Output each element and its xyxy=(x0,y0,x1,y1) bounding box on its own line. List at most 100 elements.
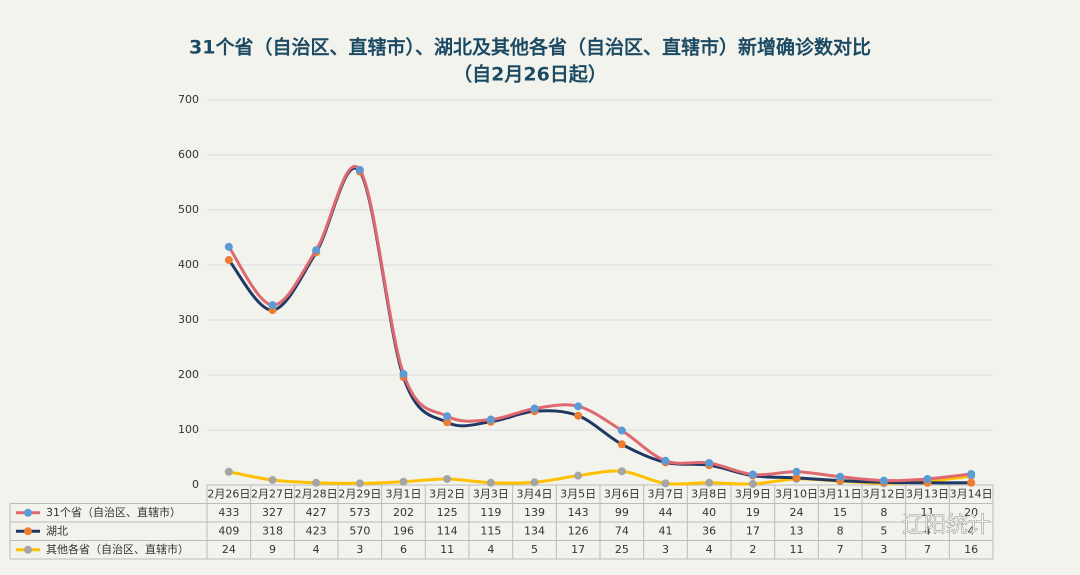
point xyxy=(617,426,626,435)
point xyxy=(574,402,583,411)
x-tick-label: 2月29日 xyxy=(338,487,381,500)
point xyxy=(486,415,495,424)
table-value: 4 xyxy=(706,543,713,556)
table-value: 4 xyxy=(313,543,320,556)
table-value: 40 xyxy=(702,506,716,519)
legend-label: 其他各省（自治区、直辖市） xyxy=(46,542,189,556)
y-tick-label: 700 xyxy=(178,93,199,106)
table-value: 570 xyxy=(349,524,370,537)
table-value: 36 xyxy=(702,524,716,537)
table-value: 41 xyxy=(659,524,673,537)
point xyxy=(923,474,932,483)
point xyxy=(967,470,976,478)
table-value: 24 xyxy=(790,506,804,519)
x-tick-label: 2月26日 xyxy=(207,487,250,500)
legend-marker xyxy=(24,527,32,536)
table-value: 139 xyxy=(524,506,545,519)
table-value: 125 xyxy=(437,506,458,519)
point xyxy=(224,467,233,476)
y-tick-label: 400 xyxy=(178,258,199,271)
table-value: 9 xyxy=(269,543,276,556)
table-value: 119 xyxy=(480,506,501,519)
point xyxy=(312,478,321,487)
point xyxy=(617,440,626,449)
x-tick-label: 3月14日 xyxy=(950,487,993,500)
point xyxy=(443,418,452,427)
table-value: 4 xyxy=(924,524,931,537)
point xyxy=(399,477,408,486)
x-tick-label: 3月4日 xyxy=(517,487,553,500)
table-value: 143 xyxy=(568,506,589,519)
table-value: 114 xyxy=(437,524,458,537)
point xyxy=(224,242,233,251)
point xyxy=(355,479,364,488)
y-tick-label: 300 xyxy=(178,313,199,326)
point xyxy=(268,476,277,485)
point xyxy=(661,456,670,465)
table-value: 8 xyxy=(880,506,887,519)
table-value: 196 xyxy=(393,524,414,537)
point xyxy=(224,256,233,265)
table-value: 7 xyxy=(837,543,844,556)
table-value: 318 xyxy=(262,524,283,537)
x-tick-label: 3月1日 xyxy=(386,487,422,500)
table-value: 17 xyxy=(571,543,585,556)
table-value: 134 xyxy=(524,524,545,537)
point xyxy=(399,369,408,378)
point xyxy=(530,404,539,413)
x-tick-label: 3月13日 xyxy=(906,487,949,500)
point xyxy=(530,478,539,487)
x-tick-label: 2月28日 xyxy=(295,487,338,500)
legend-label: 湖北 xyxy=(46,524,68,537)
table-value: 4 xyxy=(968,524,975,537)
table-value: 423 xyxy=(306,524,327,537)
point xyxy=(443,474,452,483)
table-value: 8 xyxy=(837,524,844,537)
legend-marker xyxy=(24,508,32,517)
table-value: 115 xyxy=(480,524,501,537)
y-tick-label: 200 xyxy=(178,368,199,381)
table-value: 17 xyxy=(746,524,760,537)
x-tick-label: 3月6日 xyxy=(604,487,640,500)
table-value: 573 xyxy=(349,506,370,519)
point xyxy=(879,476,888,485)
table-value: 3 xyxy=(880,543,887,556)
point xyxy=(792,473,801,482)
table-value: 13 xyxy=(790,524,804,537)
y-tick-label: 100 xyxy=(178,423,199,436)
table-value: 16 xyxy=(964,543,978,556)
table-value: 5 xyxy=(880,524,887,537)
table-value: 11 xyxy=(921,506,935,519)
table-value: 409 xyxy=(218,524,239,537)
y-tick-label: 0 xyxy=(192,478,199,491)
x-tick-label: 3月7日 xyxy=(648,487,684,500)
point xyxy=(705,459,714,467)
table-value: 4 xyxy=(487,543,494,556)
point xyxy=(486,478,495,487)
point xyxy=(617,467,626,476)
table-value: 74 xyxy=(615,524,629,537)
table-value: 5 xyxy=(531,543,538,556)
point xyxy=(355,165,364,174)
table-value: 202 xyxy=(393,506,414,519)
point xyxy=(312,246,321,255)
legend-label: 31个省（自治区、直辖市） xyxy=(46,505,181,519)
x-tick-label: 3月5日 xyxy=(560,487,596,500)
table-value: 44 xyxy=(659,506,673,519)
table-value: 15 xyxy=(833,506,847,519)
point xyxy=(792,467,801,476)
table-value: 3 xyxy=(662,543,669,556)
point xyxy=(443,412,452,421)
table-value: 3 xyxy=(356,543,363,556)
y-tick-label: 600 xyxy=(178,148,199,161)
x-tick-label: 3月11日 xyxy=(819,487,862,500)
table-value: 2 xyxy=(749,543,756,556)
point xyxy=(268,301,277,310)
chart-title: 31个省（自治区、直辖市）、湖北及其他各省（自治区、直辖市）新增确诊数对比 xyxy=(189,36,871,59)
y-tick-label: 500 xyxy=(178,203,199,216)
table-value: 6 xyxy=(400,543,407,556)
table-value: 20 xyxy=(964,506,978,519)
point xyxy=(574,471,583,480)
legend-marker xyxy=(24,545,32,554)
